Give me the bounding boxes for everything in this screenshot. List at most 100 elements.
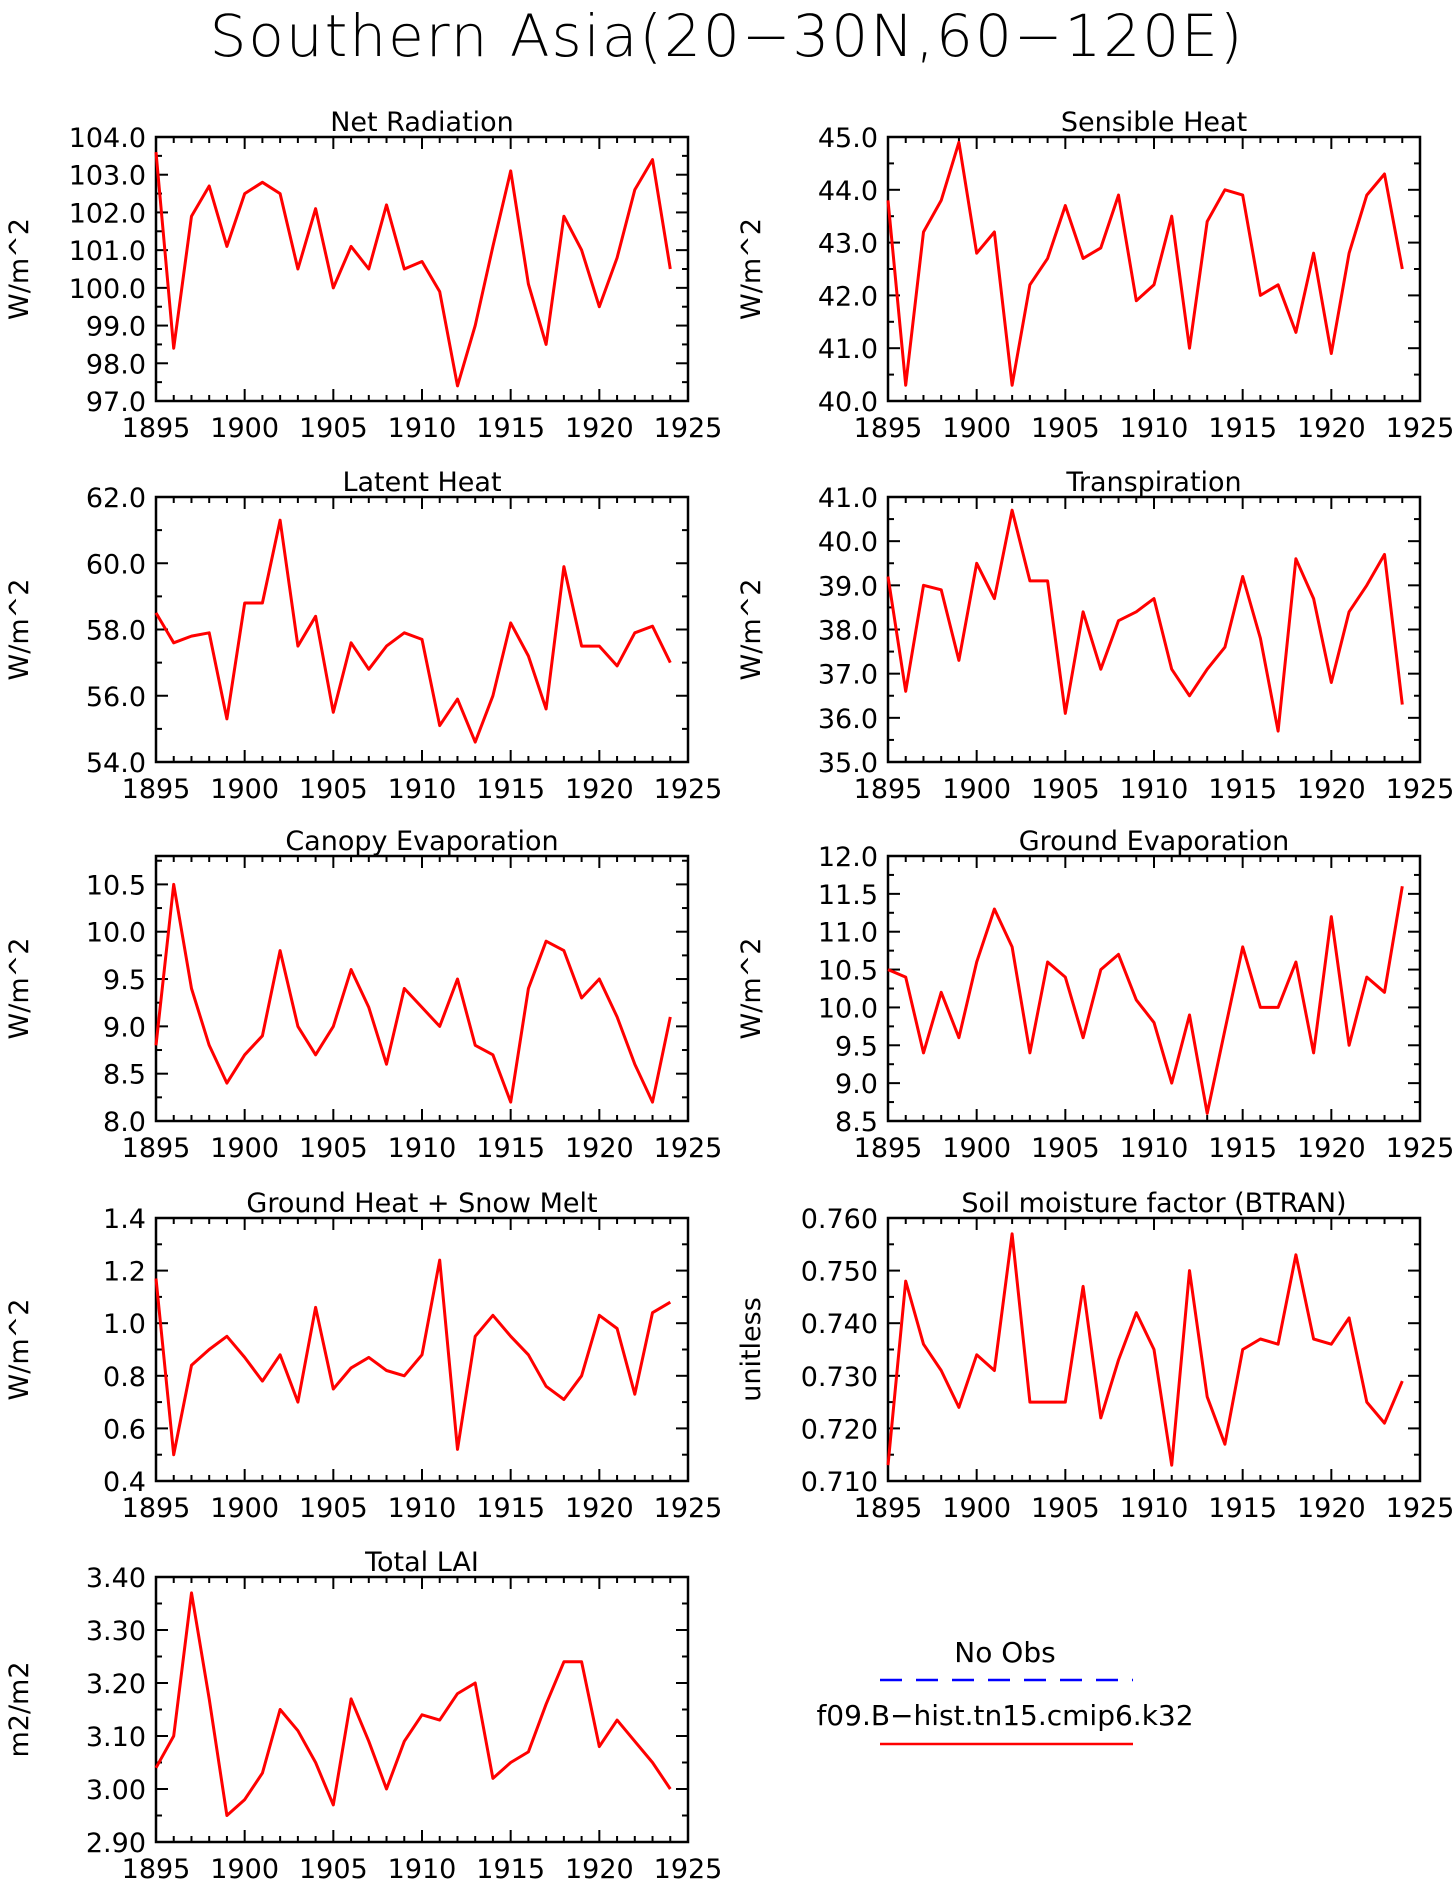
x-tick-label: 1895 [122, 413, 191, 444]
y-tick-label: 8.0 [103, 1107, 146, 1138]
y-tick-label: 58.0 [86, 616, 146, 647]
y-axis-label: m2/m2 [4, 1661, 35, 1757]
x-tick-label: 1915 [1208, 413, 1277, 444]
panel-title: Soil moisture factor (BTRAN) [961, 1188, 1346, 1219]
y-axis-label: W/m^2 [4, 938, 35, 1040]
x-tick-label: 1915 [476, 1133, 545, 1164]
y-axis-label: W/m^2 [4, 218, 35, 320]
x-tick-label: 1910 [1120, 413, 1189, 444]
x-tick-label: 1900 [942, 1493, 1011, 1524]
y-tick-label: 11.0 [818, 918, 878, 949]
x-tick-label: 1905 [1031, 1133, 1100, 1164]
panel-title: Sensible Heat [1061, 107, 1247, 138]
y-tick-label: 8.5 [835, 1107, 878, 1138]
y-tick-label: 0.740 [801, 1309, 878, 1340]
plot-frame [154, 854, 690, 1123]
y-tick-label: 10.5 [818, 956, 878, 987]
y-tick-label: 12.0 [818, 842, 878, 873]
y-tick-label: 10.5 [86, 870, 146, 901]
x-tick-label: 1910 [388, 413, 457, 444]
x-tick-label: 1915 [476, 1854, 545, 1885]
y-tick-label: 56.0 [86, 682, 146, 713]
x-tick-label: 1905 [299, 413, 368, 444]
y-tick-label: 36.0 [818, 704, 878, 735]
x-tick-label: 1900 [210, 774, 279, 805]
y-axis-label: W/m^2 [736, 938, 767, 1040]
y-tick-label: 2.90 [86, 1828, 146, 1859]
x-tick-label: 1925 [654, 1493, 723, 1524]
y-tick-label: 3.20 [86, 1669, 146, 1700]
x-tick-label: 1920 [565, 774, 634, 805]
x-tick-label: 1910 [1120, 774, 1189, 805]
panel-title: Canopy Evaporation [285, 826, 558, 857]
y-tick-label: 8.5 [103, 1060, 146, 1091]
y-tick-label: 102.0 [69, 198, 146, 229]
x-tick-label: 1915 [476, 1493, 545, 1524]
y-tick-label: 54.0 [86, 748, 146, 779]
x-tick-label: 1920 [1297, 413, 1366, 444]
chart-panel: Soil moisture factor (BTRAN) unitless 1895… [736, 1188, 1454, 1524]
legend: No Obs f09.B−hist.tn15.cmip6.k32 [816, 1636, 1194, 1746]
plot-frame [886, 135, 1422, 403]
plot-frame [154, 495, 690, 764]
x-tick-label: 1915 [1208, 1493, 1277, 1524]
chart-panel: Net Radiation W/m^2 1895 1900 1905 1910 1915 19… [4, 107, 722, 444]
y-tick-label: 0.710 [801, 1467, 878, 1498]
y-tick-label: 3.10 [86, 1722, 146, 1753]
chart-panel: Transpiration W/m^2 1895 1900 1905 1910 1915 19… [736, 467, 1454, 805]
y-tick-label: 40.0 [818, 387, 878, 418]
figure-title: Southern Asia(20−30N,60−120E) [209, 2, 1245, 70]
x-tick-label: 1925 [654, 774, 723, 805]
y-tick-label: 40.0 [818, 527, 878, 558]
x-tick-label: 1920 [565, 1493, 634, 1524]
panel-title: Ground Evaporation [1019, 826, 1290, 857]
x-tick-label: 1910 [388, 774, 457, 805]
plot-frame [886, 495, 1422, 764]
y-tick-label: 39.0 [818, 571, 878, 602]
x-tick-label: 1895 [854, 1493, 923, 1524]
x-tick-label: 1900 [210, 1854, 279, 1885]
y-tick-label: 0.720 [801, 1414, 878, 1445]
y-tick-label: 41.0 [818, 334, 878, 365]
panel-title: Net Radiation [330, 107, 514, 138]
x-tick-label: 1910 [1120, 1493, 1189, 1524]
x-tick-label: 1900 [210, 1133, 279, 1164]
x-tick-label: 1895 [122, 1133, 191, 1164]
y-tick-label: 11.5 [818, 880, 878, 911]
chart-panel: Latent Heat W/m^2 1895 1900 1905 1910 1915 1920… [4, 467, 722, 805]
y-tick-label: 44.0 [818, 176, 878, 207]
y-tick-label: 0.6 [103, 1414, 146, 1445]
y-tick-label: 42.0 [818, 281, 878, 312]
y-tick-label: 9.0 [103, 1012, 146, 1043]
y-tick-label: 10.0 [86, 918, 146, 949]
x-tick-label: 1915 [476, 774, 545, 805]
x-tick-label: 1925 [654, 413, 723, 444]
x-tick-label: 1920 [1297, 1133, 1366, 1164]
chart-panel: Ground Heat + Snow Melt W/m^2 1895 1900 1905… [4, 1188, 722, 1524]
y-tick-label: 9.0 [835, 1069, 878, 1100]
y-axis-label: W/m^2 [4, 1299, 35, 1401]
legend-model-label: f09.B−hist.tn15.cmip6.k32 [816, 1699, 1193, 1732]
y-axis-label: W/m^2 [4, 579, 35, 681]
legend-obs-label: No Obs [954, 1636, 1055, 1669]
y-tick-label: 60.0 [86, 549, 146, 580]
y-tick-label: 104.0 [69, 123, 146, 154]
y-tick-label: 0.4 [103, 1467, 146, 1498]
panel-title: Total LAI [364, 1547, 479, 1578]
x-tick-label: 1920 [1297, 1493, 1366, 1524]
x-tick-label: 1910 [388, 1854, 457, 1885]
y-tick-label: 99.0 [86, 312, 146, 343]
y-tick-label: 37.0 [818, 660, 878, 691]
y-axis-label: unitless [736, 1297, 767, 1402]
x-tick-label: 1910 [388, 1493, 457, 1524]
x-tick-label: 1925 [1386, 413, 1454, 444]
y-tick-label: 3.00 [86, 1775, 146, 1806]
y-tick-label: 100.0 [69, 274, 146, 305]
x-tick-label: 1915 [476, 413, 545, 444]
x-tick-label: 1895 [854, 413, 923, 444]
panel-title: Ground Heat + Snow Melt [246, 1188, 597, 1219]
y-tick-label: 1.0 [103, 1309, 146, 1340]
x-tick-label: 1920 [565, 1133, 634, 1164]
chart-panel: Canopy Evaporation W/m^2 1895 1900 1905 1910 1… [4, 826, 722, 1164]
